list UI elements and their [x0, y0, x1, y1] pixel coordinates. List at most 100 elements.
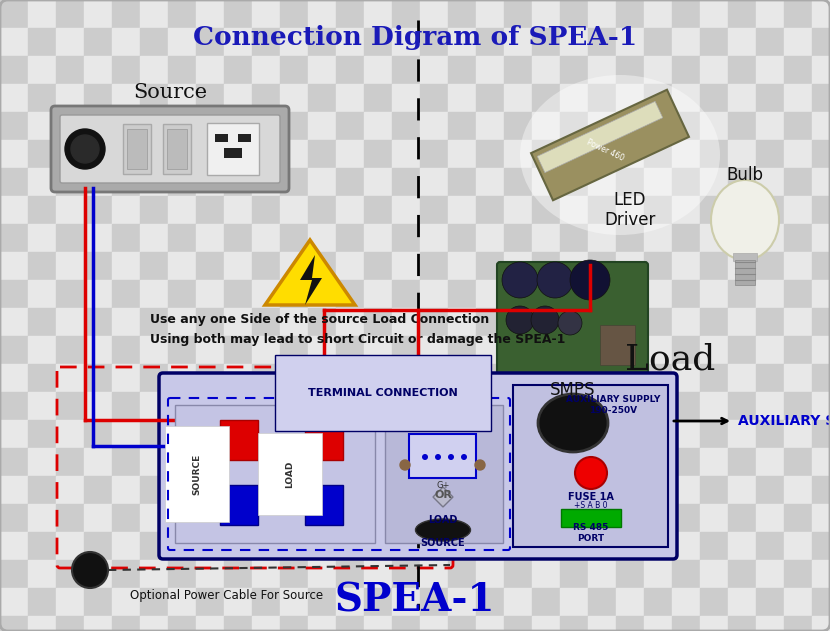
Bar [784, 280, 812, 308]
Bar [168, 420, 196, 448]
Bar [588, 56, 616, 84]
Bar [728, 560, 756, 588]
Bar [280, 560, 308, 588]
FancyBboxPatch shape [51, 106, 289, 192]
Text: Connection Digram of SPEA-1: Connection Digram of SPEA-1 [193, 25, 637, 50]
Bar [252, 420, 280, 448]
Bar [756, 308, 784, 336]
Bar [56, 448, 84, 476]
Bar [252, 112, 280, 140]
Bar [28, 560, 56, 588]
Bar [364, 392, 392, 420]
Bar [224, 0, 252, 28]
Bar [812, 112, 830, 140]
Bar [588, 392, 616, 420]
Bar [784, 336, 812, 364]
Bar [504, 448, 532, 476]
Bar [588, 168, 616, 196]
Bar [616, 196, 644, 224]
Bar [168, 112, 196, 140]
Bar [84, 476, 112, 504]
Bar [336, 112, 364, 140]
Bar [252, 560, 280, 588]
Bar [280, 336, 308, 364]
Bar [336, 504, 364, 532]
Bar [280, 420, 308, 448]
Bar [812, 560, 830, 588]
Bar [644, 84, 672, 112]
Bar [728, 588, 756, 616]
Bar [756, 560, 784, 588]
Bar [672, 532, 700, 560]
Bar [28, 532, 56, 560]
Bar [728, 28, 756, 56]
Bar [28, 308, 56, 336]
Bar [140, 196, 168, 224]
Bar [560, 588, 588, 616]
Bar [308, 392, 336, 420]
Bar [560, 168, 588, 196]
Bar [280, 476, 308, 504]
Bar [812, 56, 830, 84]
Bar [28, 616, 56, 631]
Bar [784, 140, 812, 168]
Bar [140, 28, 168, 56]
Bar [644, 0, 672, 28]
Bar [0, 588, 28, 616]
Bar [196, 280, 224, 308]
Circle shape [537, 262, 573, 298]
Bar [532, 336, 560, 364]
Bar [308, 364, 336, 392]
Bar [0, 28, 28, 56]
Bar [140, 84, 168, 112]
Bar [28, 0, 56, 28]
Bar [56, 392, 84, 420]
Bar [140, 308, 168, 336]
Bar [252, 616, 280, 631]
Bar [700, 196, 728, 224]
Bar [672, 420, 700, 448]
Bar [224, 112, 252, 140]
Bar [532, 560, 560, 588]
Bar [392, 168, 420, 196]
Bar [140, 588, 168, 616]
Bar [280, 56, 308, 84]
Bar [476, 56, 504, 84]
Bar [168, 84, 196, 112]
Bar [112, 420, 140, 448]
Bar [476, 448, 504, 476]
Bar [672, 560, 700, 588]
Bar [168, 56, 196, 84]
Bar [672, 364, 700, 392]
Bar [207, 123, 259, 175]
Bar [336, 560, 364, 588]
Bar [588, 196, 616, 224]
Bar [532, 0, 560, 28]
Bar [448, 560, 476, 588]
Bar [756, 280, 784, 308]
Bar [280, 616, 308, 631]
Bar [168, 224, 196, 252]
Bar [140, 532, 168, 560]
Bar [308, 112, 336, 140]
Bar [448, 616, 476, 631]
Bar [784, 84, 812, 112]
Bar [476, 504, 504, 532]
Bar [532, 196, 560, 224]
Bar [728, 448, 756, 476]
Bar [588, 224, 616, 252]
Bar [644, 504, 672, 532]
Bar [448, 588, 476, 616]
Bar [28, 252, 56, 280]
Bar [215, 134, 228, 142]
Bar [84, 504, 112, 532]
Bar [112, 84, 140, 112]
Bar [364, 56, 392, 84]
Bar [448, 140, 476, 168]
Bar [420, 224, 448, 252]
Bar [28, 420, 56, 448]
Bar [196, 56, 224, 84]
Circle shape [400, 460, 410, 470]
Bar [308, 448, 336, 476]
Bar [448, 476, 476, 504]
